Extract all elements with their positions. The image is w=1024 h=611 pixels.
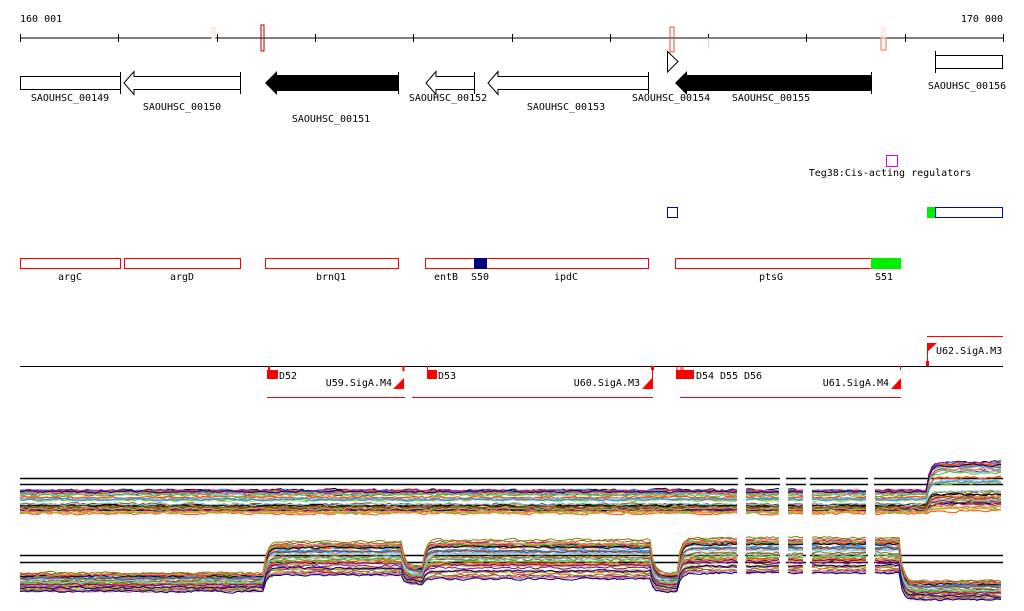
gene-SAOUHSC_00151[interactable]: SAOUHSC_00151 (265, 71, 399, 125)
operon-argC[interactable] (20, 258, 121, 269)
promoter-label-D56: D56 (744, 371, 762, 382)
gene-label: SAOUHSC_00151 (292, 114, 370, 125)
gene-label: SAOUHSC_00156 (928, 81, 1006, 92)
svg-text:U62.SigA.M3: U62.SigA.M3 (936, 346, 1002, 357)
expression-trace (19, 470, 1002, 498)
expression-trace (19, 489, 1002, 507)
gene-label: SAOUHSC_00153 (527, 102, 605, 113)
promoter-D53[interactable]: D53 (427, 366, 456, 382)
expression-trace (19, 537, 1002, 584)
marker[interactable] (881, 27, 886, 39)
transcription-unit-track (667, 207, 1003, 218)
expression-trace (19, 539, 1002, 585)
operon-label: argC (58, 272, 82, 283)
transcription-unit[interactable] (667, 207, 678, 218)
operon-track: argC argD brnQ1 entB S50 ipdC ptsG S51 (20, 258, 901, 283)
expression-trace (19, 556, 1002, 594)
gene-SAOUHSC_00153[interactable]: SAOUHSC_00153 (487, 70, 649, 114)
gene-label: SAOUHSC_00149 (31, 93, 109, 104)
marker[interactable] (708, 38, 709, 48)
expression-trace (19, 461, 1002, 493)
gene-SAOUHSC_00149[interactable]: SAOUHSC_00149 (20, 72, 121, 104)
site-S51[interactable] (871, 258, 901, 269)
expression-trace (19, 570, 1002, 601)
promoter-U61[interactable]: U61.SigA.M4 (823, 366, 901, 389)
marker[interactable] (260, 24, 265, 52)
expression-trace (19, 499, 1002, 511)
gene-SAOUHSC_00156[interactable]: SAOUHSC_00156 (928, 51, 1006, 92)
marker[interactable] (211, 27, 216, 39)
site-label: S50 (471, 272, 489, 283)
svg-text:U61.SigA.M4: U61.SigA.M4 (823, 378, 889, 389)
regulator-Teg38[interactable]: Teg38:Cis-acting regulators (809, 155, 972, 180)
expression-trace (19, 480, 1002, 502)
gene-label: SAOUHSC_00150 (143, 102, 221, 113)
operon-label: brnQ1 (316, 272, 346, 283)
expression-trace (19, 548, 1002, 590)
operon-label: entB (434, 272, 458, 283)
promoter-U59[interactable]: U59.SigA.M4 (326, 366, 405, 390)
expression-trace (19, 539, 1002, 585)
expression-trace (19, 481, 1002, 503)
operon-ptsG[interactable] (675, 258, 872, 269)
expression-trace (19, 542, 1002, 587)
operon-entB-ipdC[interactable] (425, 258, 649, 269)
expression-trace (19, 564, 1002, 598)
gene-label: SAOUHSC_00154 (632, 93, 710, 104)
operon-label: ptsG (759, 272, 783, 283)
gene-SAOUHSC_00155[interactable]: SAOUHSC_00155 (675, 71, 872, 104)
promoter-D54-D56[interactable]: D54 D55 D56 (676, 366, 762, 382)
operon-brnQ1[interactable] (265, 258, 399, 269)
transcription-unit-start[interactable] (927, 207, 935, 218)
marker[interactable] (880, 37, 887, 51)
svg-text:U59.SigA.M4: U59.SigA.M4 (326, 378, 392, 389)
svg-text:U60.SigA.M3: U60.SigA.M3 (574, 378, 640, 389)
svg-text:D53: D53 (438, 371, 456, 382)
expression-plot-lower (19, 535, 1003, 602)
expression-trace (19, 546, 1002, 589)
gene-label: SAOUHSC_00152 (409, 93, 487, 104)
expression-trace (19, 495, 1002, 510)
operon-argD[interactable] (124, 258, 241, 269)
operon-label: ipdC (554, 272, 578, 283)
expression-trace (19, 555, 1002, 593)
expression-trace (19, 571, 1002, 602)
gene-SAOUHSC_00150[interactable]: SAOUHSC_00150 (123, 70, 241, 114)
expression-trace (20, 567, 1002, 600)
promoter-D52[interactable]: D52 (267, 366, 297, 383)
expression-trace (19, 467, 1002, 496)
expression-plot-upper (19, 460, 1003, 516)
gene-label: SAOUHSC_00155 (732, 93, 810, 104)
expression-trace (19, 560, 1002, 597)
expression-trace (19, 558, 1002, 595)
operon-label: argD (170, 272, 194, 283)
promoter-label-D55: D55 (720, 371, 738, 382)
expression-trace (19, 509, 1002, 516)
promoter-U60[interactable]: U60.SigA.M3 (574, 366, 654, 389)
gene-SAOUHSC_00152[interactable]: SAOUHSC_00152 (409, 70, 487, 105)
regulator-label: Teg38:Cis-acting regulators (809, 168, 972, 179)
gene-SAOUHSC_00154[interactable]: SAOUHSC_00154 (632, 50, 710, 105)
site-label: S51 (875, 272, 893, 283)
marker[interactable] (669, 26, 675, 53)
ruler-end-label: 170 000 (961, 14, 1003, 25)
ruler: 160 001 170 000 (20, 14, 1004, 53)
expression-trace (19, 547, 1002, 589)
expression-trace (19, 461, 1002, 493)
promoter-label-D54: D54 (696, 371, 714, 382)
svg-text:D52: D52 (279, 371, 297, 382)
ruler-start-label: 160 001 (20, 14, 62, 25)
expression-trace (19, 460, 1002, 493)
site-S50[interactable] (474, 258, 487, 269)
promoter-track: D52 U59.SigA.M4 D53 U60.SigA.M3 D54 D55 (20, 336, 1003, 398)
promoter-U62[interactable]: U62.SigA.M3 (926, 336, 1003, 367)
expression-trace (19, 463, 1002, 494)
expression-trace (19, 553, 1002, 593)
gene-track: SAOUHSC_00149 SAOUHSC_00150 SAOUHSC_0015… (20, 50, 1006, 125)
expression-trace (19, 535, 1002, 583)
transcription-unit[interactable] (935, 207, 1003, 218)
expression-trace (19, 551, 1002, 592)
expression-trace (19, 507, 1002, 515)
